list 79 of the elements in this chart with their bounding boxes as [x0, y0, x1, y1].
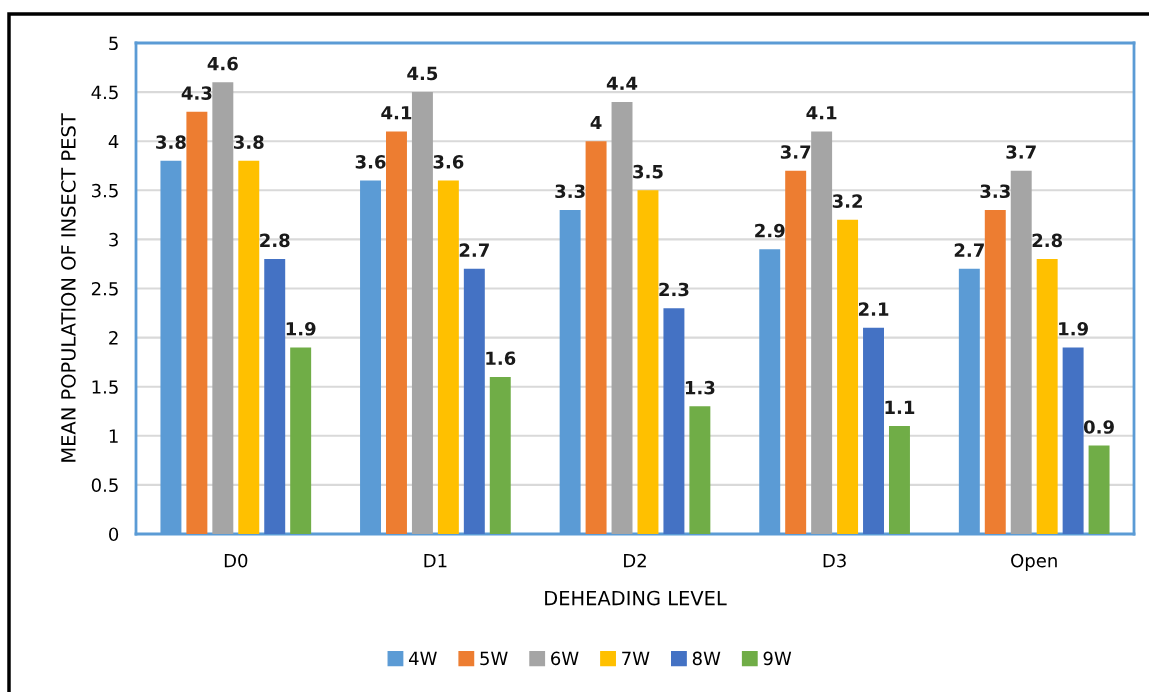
y-tick-label: 0: [109, 527, 119, 542]
x-tick-label: D1: [424, 554, 447, 568]
x-tick-label: D3: [823, 553, 846, 568]
bar: [290, 347, 312, 534]
legend-label: 6W: [551, 651, 579, 666]
data-label: 2.7: [459, 243, 489, 257]
data-label: 2.8: [260, 233, 290, 248]
bar: [984, 209, 1006, 534]
data-label: 3.7: [1006, 145, 1036, 159]
y-tick-label: 4.5: [91, 85, 118, 100]
bar: [863, 327, 884, 534]
y-axis-title: MEAN POPULATION OF INSECT PEST: [61, 113, 76, 462]
y-tick-label: 3: [109, 232, 118, 247]
data-label: 2.1: [858, 302, 889, 316]
y-tick-label: 1: [109, 429, 118, 443]
data-label: 3.3: [980, 184, 1010, 199]
bar: [637, 190, 659, 534]
bar: [264, 259, 286, 534]
data-label: 2.8: [1032, 233, 1063, 248]
bar: [663, 308, 685, 534]
bar: [1088, 445, 1110, 534]
bar: [489, 376, 511, 534]
data-label: 4.5: [407, 66, 438, 81]
bar: [585, 141, 607, 534]
y-tick-label: 3.5: [92, 183, 118, 198]
bar: [811, 131, 833, 534]
bar: [386, 131, 407, 534]
legend-label: 7W: [622, 651, 650, 665]
data-label: 4.1: [381, 106, 412, 120]
data-label: 3.6: [433, 154, 464, 169]
y-tick-label: 1.5: [92, 380, 118, 394]
bar: [1010, 170, 1032, 534]
bar: [463, 268, 485, 534]
data-label: 4.3: [181, 86, 212, 100]
bar: [437, 180, 459, 534]
data-label: 2.3: [659, 282, 689, 297]
x-axis-title: DEHEADING LEVEL: [545, 590, 727, 606]
data-label: 1.1: [885, 400, 915, 414]
x-tick-label: D0: [224, 553, 248, 568]
data-label: 4.1: [806, 106, 837, 120]
legend-label: 4W: [408, 651, 437, 665]
bar: [238, 160, 260, 534]
data-label: 3.6: [355, 154, 386, 169]
data-label: 2.7: [954, 243, 984, 257]
data-label: 4: [590, 115, 602, 130]
bar: [837, 219, 859, 534]
y-tick-label: 2: [109, 331, 118, 345]
data-label: 1.9: [1059, 321, 1088, 336]
x-tick-label: Open: [1011, 553, 1057, 571]
data-label: 1.3: [685, 380, 715, 395]
data-label: 1.9: [286, 321, 316, 336]
bar: [1036, 259, 1058, 534]
y-tick-label: 4: [108, 134, 119, 149]
bar: [689, 406, 711, 534]
bar: [186, 111, 208, 534]
data-label: 3.7: [780, 145, 811, 159]
data-label: 3.3: [555, 184, 585, 199]
data-label: 3.5: [633, 164, 663, 179]
legend-label: 8W: [692, 651, 721, 666]
data-label: 2.9: [755, 223, 785, 238]
data-label: 3.2: [832, 194, 862, 208]
data-label: 3.8: [156, 135, 186, 150]
data-label: 3.8: [233, 135, 264, 150]
bar: [611, 101, 633, 534]
bar: [411, 92, 433, 534]
data-label: 4.6: [207, 56, 238, 71]
y-tick-label: 5: [109, 36, 118, 51]
bar: [1062, 347, 1084, 534]
x-tick-label: D2: [624, 553, 646, 568]
legend-label: 9W: [763, 651, 792, 666]
bar: [785, 170, 807, 534]
y-tick-label: 2.5: [91, 281, 118, 296]
bar: [888, 425, 910, 534]
data-label: 1.6: [486, 351, 516, 366]
y-tick-label: 0.5: [91, 478, 118, 493]
data-label: 0.9: [1083, 420, 1114, 434]
data-label: 4.4: [606, 76, 638, 90]
bar: [212, 82, 234, 534]
legend-label: 5W: [480, 651, 508, 666]
